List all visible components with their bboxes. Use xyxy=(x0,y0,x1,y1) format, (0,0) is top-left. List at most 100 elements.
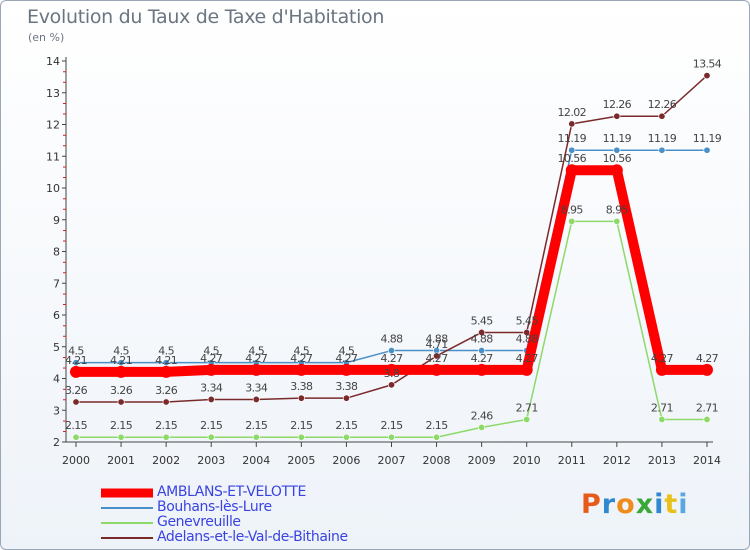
legend-label-1: Bouhans-lès-Lure xyxy=(157,499,272,515)
data-label-2: 2.15 xyxy=(200,419,223,432)
data-point-2 xyxy=(342,433,350,441)
data-point-0 xyxy=(475,363,488,376)
data-label-1: 4.5 xyxy=(113,345,129,358)
data-label-2: 2.71 xyxy=(651,401,673,414)
data-point-3 xyxy=(297,394,305,402)
data-point-0 xyxy=(295,363,308,376)
data-point-1 xyxy=(658,146,666,154)
data-label-0: 4.27 xyxy=(200,352,223,365)
data-label-2: 2.15 xyxy=(245,419,268,432)
data-point-1 xyxy=(613,146,621,154)
logo-letter: t xyxy=(664,489,679,520)
data-label-1: 4.88 xyxy=(426,333,449,346)
data-point-0 xyxy=(385,363,398,376)
data-label-1: 4.5 xyxy=(68,345,84,358)
x-tick-label: 2001 xyxy=(107,454,135,467)
data-label-2: 2.71 xyxy=(696,401,718,414)
data-label-0: 4.21 xyxy=(110,354,132,367)
data-label-0: 4.27 xyxy=(380,352,403,365)
data-point-3 xyxy=(658,112,666,120)
data-point-3 xyxy=(72,398,80,406)
chart-subtitle: (en %) xyxy=(28,31,65,44)
legend-swatch-1 xyxy=(101,506,153,509)
data-label-2: 2.15 xyxy=(65,419,88,432)
data-label-1: 4.5 xyxy=(203,345,219,358)
data-label-1: 11.19 xyxy=(648,132,677,145)
data-point-3 xyxy=(207,395,215,403)
data-point-0 xyxy=(610,164,623,177)
logo-letter: x xyxy=(635,489,655,520)
legend-label-3: Adelans-et-le-Val-de-Bithaine xyxy=(157,529,348,545)
data-label-2: 2.15 xyxy=(290,419,313,432)
data-point-3 xyxy=(162,398,170,406)
data-label-3: 3.34 xyxy=(245,381,268,394)
legend-label-0: AMBLANS-ET-VELOTTE xyxy=(157,484,306,500)
data-label-0: 4.21 xyxy=(155,354,177,367)
y-tick-label: 14 xyxy=(46,55,60,68)
data-label-1: 4.88 xyxy=(471,333,494,346)
data-label-3: 4.71 xyxy=(426,338,448,351)
data-label-2: 2.15 xyxy=(380,419,403,432)
data-point-3 xyxy=(478,328,486,336)
data-label-2: 2.46 xyxy=(471,409,494,422)
data-point-2 xyxy=(703,415,711,423)
data-point-2 xyxy=(568,217,576,225)
data-point-0 xyxy=(205,363,218,376)
data-label-0: 4.27 xyxy=(516,352,539,365)
x-tick-label: 2011 xyxy=(558,454,586,467)
data-point-3 xyxy=(117,398,125,406)
data-label-3: 3.26 xyxy=(155,384,178,397)
y-tick-label: 3 xyxy=(53,404,60,417)
data-point-2 xyxy=(162,433,170,441)
data-label-1: 4.88 xyxy=(516,333,539,346)
data-label-0: 4.27 xyxy=(651,352,674,365)
logo-letter: r xyxy=(601,489,617,520)
data-point-1 xyxy=(703,146,711,154)
x-tick-label: 2010 xyxy=(513,454,541,467)
data-label-0: 4.21 xyxy=(65,354,87,367)
data-point-0 xyxy=(430,363,443,376)
x-tick-label: 2013 xyxy=(648,454,676,467)
data-label-3: 3.38 xyxy=(290,380,313,393)
x-tick-label: 2006 xyxy=(332,454,360,467)
logo-letter: i xyxy=(678,489,689,520)
x-tick-label: 2008 xyxy=(423,454,451,467)
data-label-1: 4.5 xyxy=(293,345,309,358)
y-tick-label: 2 xyxy=(53,436,60,449)
data-label-3: 3.26 xyxy=(110,384,133,397)
data-point-0 xyxy=(250,363,263,376)
data-label-2: 2.15 xyxy=(335,419,358,432)
y-tick-label: 12 xyxy=(46,119,60,132)
data-label-1: 4.5 xyxy=(248,345,264,358)
data-label-3: 5.45 xyxy=(471,314,494,327)
data-label-3: 12.02 xyxy=(558,106,587,119)
data-label-1: 4.5 xyxy=(158,345,174,358)
data-point-0 xyxy=(520,363,533,376)
data-label-1: 4.5 xyxy=(339,345,355,358)
data-label-1: 11.19 xyxy=(558,132,587,145)
data-label-2: 2.71 xyxy=(516,401,538,414)
data-point-1 xyxy=(162,359,170,367)
data-label-3: 3.34 xyxy=(200,381,223,394)
data-point-2 xyxy=(252,433,260,441)
data-point-0 xyxy=(160,365,173,378)
x-tick-label: 2012 xyxy=(603,454,631,467)
data-point-1 xyxy=(568,146,576,154)
data-label-3: 3.26 xyxy=(65,384,88,397)
chart-title: Evolution du Taux de Taxe d'Habitation xyxy=(27,6,385,28)
data-label-0: 10.56 xyxy=(558,152,587,165)
data-label-1: 11.19 xyxy=(693,132,722,145)
data-point-3 xyxy=(252,395,260,403)
y-tick-label: 11 xyxy=(46,150,60,163)
x-tick-label: 2000 xyxy=(62,454,90,467)
x-tick-label: 2005 xyxy=(287,454,315,467)
data-label-2: 8.95 xyxy=(606,203,629,216)
series-line-1 xyxy=(75,149,708,364)
data-label-3: 3.38 xyxy=(335,380,358,393)
data-point-3 xyxy=(387,381,395,389)
y-tick-label: 13 xyxy=(46,87,60,100)
data-point-2 xyxy=(387,433,395,441)
y-tick-label: 8 xyxy=(53,246,60,259)
data-label-0: 4.27 xyxy=(696,352,719,365)
